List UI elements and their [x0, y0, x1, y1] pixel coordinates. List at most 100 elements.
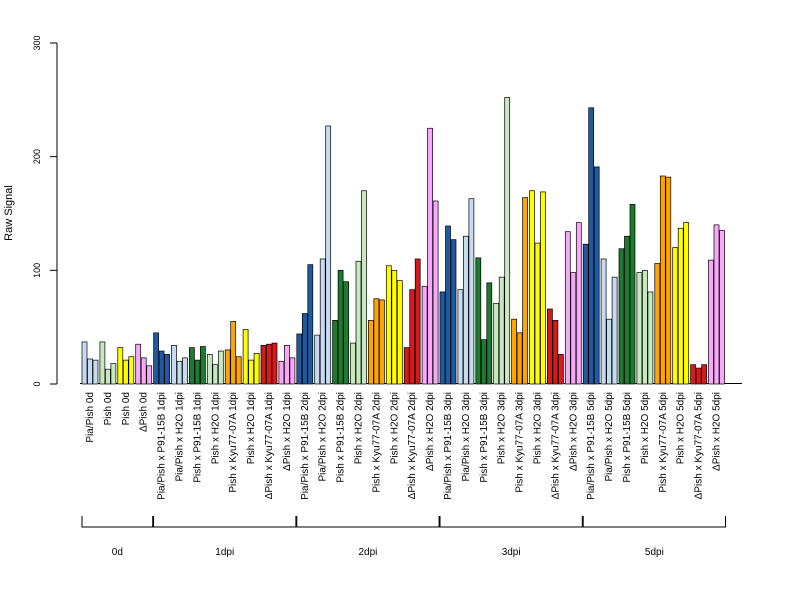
bar [708, 259, 714, 385]
timepoint-label: 1dpi [215, 547, 234, 558]
x-tick-label: Pish x H2O 5dpi [676, 392, 687, 464]
bar [588, 107, 595, 385]
timepoint-bracket [81, 516, 154, 528]
y-tick-label: 100 [32, 263, 42, 278]
bar [278, 360, 285, 385]
timepoint-label: 3dpi [502, 547, 521, 558]
bar [284, 345, 290, 385]
x-tick-label: Pia/Pish x H2O 3dpi [461, 392, 472, 482]
bar [629, 204, 636, 385]
x-tick-label: Pish x Kyu77-07A 5dpi [658, 392, 669, 493]
bar [504, 97, 511, 385]
bar [296, 333, 303, 385]
bar [314, 334, 321, 385]
x-tick-label: Pia/Pish x P91-15B 3dpi [443, 392, 454, 500]
bar [534, 242, 541, 385]
bar [701, 364, 707, 385]
bar [672, 247, 679, 385]
x-tick-label: Pish x H2O 3dpi [497, 392, 508, 464]
bar [122, 359, 129, 385]
bar [128, 356, 135, 385]
bar [498, 276, 505, 385]
bar [582, 243, 589, 385]
bar [654, 263, 661, 385]
x-tick-label: Pia/Pish x H2O 2dpi [318, 392, 329, 482]
bar [558, 354, 564, 385]
bar [642, 269, 648, 385]
bar [200, 346, 206, 385]
bar [217, 350, 224, 385]
bar [624, 235, 630, 385]
bar [719, 230, 725, 385]
x-tick-label: Pish x H2O 2dpi [354, 392, 365, 464]
bar [319, 258, 326, 385]
bar [242, 329, 249, 385]
x-tick-label: Pish x Kyu77-07A 3dpi [515, 392, 526, 493]
timepoint-brackets: 0d 1dpi 2dpi 3dpi 5dpi [81, 516, 726, 558]
bar [158, 350, 165, 385]
bar [493, 302, 500, 385]
bar [266, 343, 272, 385]
bar [350, 342, 356, 385]
bar [618, 248, 625, 385]
bar [540, 191, 546, 385]
bar [230, 321, 237, 385]
x-tick-label: ΔPish x Kyu77-07A 2dpi [407, 392, 418, 499]
x-tick-labels: Pia/Pish 0d Pish 0d Pish 0d ΔPish 0d Pia/Pis… [85, 392, 723, 500]
bar [81, 341, 88, 385]
timepoint-bracket [582, 516, 726, 528]
bar [92, 359, 99, 385]
x-tick-label: Pish x H2O 1dpi [246, 392, 257, 464]
bar [194, 359, 201, 385]
bar [480, 339, 487, 385]
bar [695, 367, 702, 385]
bar [176, 360, 183, 385]
bar [450, 239, 457, 385]
y-axis: 0 100 200 300 [32, 35, 58, 387]
bar [427, 127, 433, 385]
bar [665, 176, 672, 385]
bar [368, 319, 374, 385]
bar [564, 231, 571, 385]
timepoint-bracket [296, 516, 440, 528]
bar [140, 357, 147, 385]
bar [677, 227, 684, 385]
bar [325, 125, 332, 385]
y-tick-label: 0 [32, 381, 42, 386]
bar [337, 269, 344, 385]
bar [445, 225, 451, 385]
bar [606, 318, 612, 385]
bar [463, 235, 469, 385]
bar [99, 341, 106, 385]
bar [659, 175, 666, 385]
bar [385, 265, 392, 385]
timepoint-bracket [153, 516, 297, 528]
bar [87, 358, 93, 385]
bar [575, 222, 582, 385]
x-tick-label: ΔPish x Kyu77-07A 5dpi [694, 392, 705, 499]
bar [403, 347, 410, 385]
x-tick-label: Pish x P91-15B 5dpi [622, 392, 633, 483]
bar [224, 349, 231, 385]
bar [511, 318, 517, 385]
bar [355, 260, 362, 385]
bar [593, 166, 600, 385]
bar [611, 276, 618, 385]
bar [570, 272, 577, 385]
x-tick-label: Pish x H2O 5dpi [640, 392, 651, 464]
bar [547, 308, 553, 385]
bar [189, 347, 195, 385]
x-tick-label: Pish x H2O 3dpi [533, 392, 544, 464]
bar [307, 264, 314, 385]
bar [105, 368, 111, 385]
x-tick-label: ΔPish x Kyu77-07A 1dpi [264, 392, 275, 499]
bar [171, 345, 177, 385]
bars-layer [81, 97, 725, 385]
bar [373, 298, 380, 385]
bar [135, 343, 142, 385]
bar [600, 258, 607, 385]
bar [475, 257, 482, 385]
x-tick-label: Pia/Pish x P91-15B 2dpi [300, 392, 311, 500]
timepoint-label: 0d [112, 547, 123, 558]
